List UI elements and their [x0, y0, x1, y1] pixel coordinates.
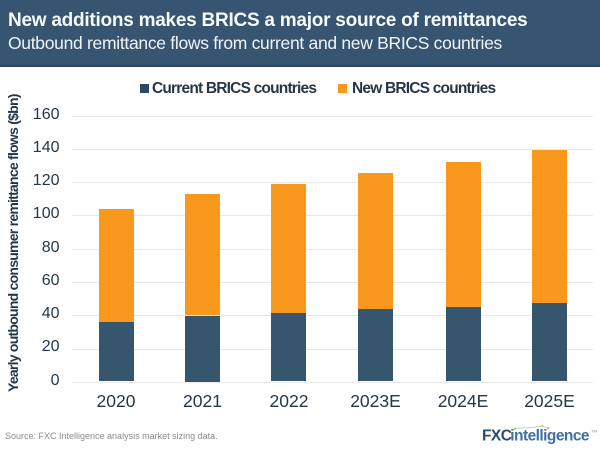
svg-text:TM: TM: [591, 429, 597, 434]
svg-text:intelligence: intelligence: [510, 428, 590, 445]
svg-text:FXC: FXC: [482, 428, 512, 445]
